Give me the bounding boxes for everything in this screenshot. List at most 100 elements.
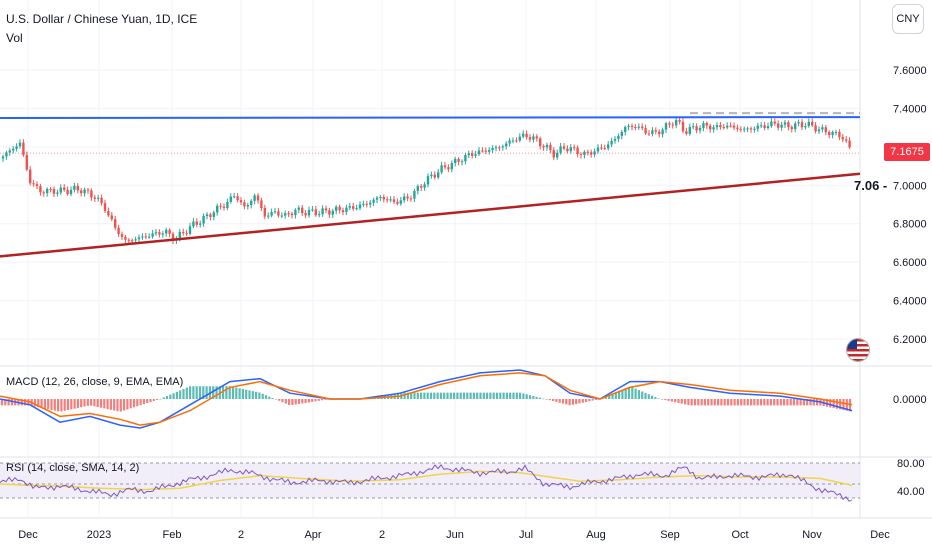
candle-body — [226, 201, 229, 208]
candle-body — [460, 161, 464, 163]
candle-body — [110, 215, 113, 220]
candle-body — [144, 236, 147, 238]
candle-body — [120, 234, 124, 237]
candle-body — [117, 227, 120, 235]
candle-body — [219, 205, 222, 207]
histogram-bar — [512, 392, 515, 399]
histogram-bar — [680, 399, 683, 404]
candle-body — [236, 196, 239, 201]
candle-body — [685, 131, 688, 134]
rsi-tick-label: 40.00 — [897, 486, 925, 498]
histogram-bar — [532, 396, 535, 399]
candle-body — [457, 158, 460, 162]
candle-body — [409, 198, 413, 200]
histogram-bar — [449, 392, 452, 399]
histogram-bar — [149, 399, 152, 403]
x-tick-label: Jun — [446, 529, 464, 541]
histogram-bar — [634, 388, 637, 399]
histogram-bar — [222, 386, 225, 399]
histogram-bar — [420, 392, 423, 399]
candle-body — [328, 210, 331, 215]
histogram-bar — [43, 399, 46, 409]
histogram-bar — [779, 399, 782, 406]
histogram-bar — [499, 392, 502, 399]
histogram-bar — [169, 394, 172, 399]
histogram-bar — [182, 389, 185, 399]
candle-body — [73, 185, 76, 190]
candle-body — [743, 128, 746, 130]
candle-body — [729, 125, 732, 127]
candle-body — [358, 204, 362, 209]
histogram-bar — [291, 399, 294, 405]
candle-body — [542, 146, 545, 148]
candle-body — [114, 219, 117, 228]
candle-body — [260, 200, 263, 209]
candle-body — [464, 155, 467, 162]
candle-body — [263, 208, 266, 217]
currency-button[interactable]: CNY — [892, 4, 924, 34]
histogram-bar — [528, 395, 532, 399]
candle-body — [773, 121, 776, 124]
candle-body — [335, 206, 338, 211]
histogram-bar — [684, 399, 687, 405]
histogram-bar — [654, 397, 657, 399]
candle-body — [491, 147, 494, 151]
candle-body — [165, 229, 168, 234]
histogram-bar — [842, 399, 845, 411]
histogram-bar — [545, 399, 548, 400]
candle-body — [739, 128, 742, 130]
pane-separators — [0, 0, 932, 519]
candle-body — [566, 148, 569, 152]
x-tick-label: Dec — [870, 529, 890, 541]
macd-lines — [0, 369, 853, 429]
support-annotation: 7.06 - — [854, 178, 888, 193]
histogram-bar — [565, 399, 568, 405]
histogram-bar — [720, 399, 723, 406]
candle-body — [569, 147, 572, 152]
candle-body — [80, 190, 83, 194]
candle-body — [423, 184, 426, 188]
candle-body — [736, 127, 739, 129]
candle-body — [841, 137, 844, 140]
candle-body — [314, 209, 317, 216]
histogram-bar — [241, 388, 244, 399]
histogram-bar — [664, 399, 667, 401]
candle-body — [804, 126, 807, 128]
candle-body — [188, 226, 192, 234]
histogram-bar — [466, 392, 469, 399]
candle-body — [641, 126, 644, 129]
histogram-bar — [690, 399, 693, 406]
histogram-bar — [116, 399, 119, 412]
histogram-bar — [146, 399, 149, 404]
candle-body — [168, 229, 171, 234]
candle-body — [250, 200, 253, 206]
candle-body — [270, 212, 273, 216]
candle-body — [790, 127, 793, 130]
candle-body — [474, 154, 477, 156]
candle-body — [647, 133, 651, 135]
candle-body — [426, 176, 430, 185]
candle-body — [182, 231, 185, 234]
candle-body — [154, 232, 158, 234]
macd-legend: MACD (12, 26, close, 9, EMA, EMA) — [6, 376, 184, 388]
candle-body — [318, 214, 321, 216]
candle-body — [433, 174, 436, 178]
candle-body — [35, 184, 39, 187]
histogram-bar — [284, 399, 287, 404]
candle-body — [52, 189, 56, 194]
support-line — [0, 172, 861, 258]
candle-body — [511, 140, 515, 142]
histogram-bar — [806, 399, 809, 406]
candle-body — [124, 236, 127, 240]
candle-body — [634, 127, 637, 129]
histogram-bar — [159, 398, 162, 400]
histogram-bar — [90, 399, 93, 406]
histogram-bar — [426, 392, 429, 399]
y-tick-label: 6.8000 — [893, 219, 927, 231]
candle-body — [515, 140, 518, 142]
candle-body — [103, 203, 107, 211]
candle-body — [732, 125, 736, 128]
candle-body — [22, 142, 25, 155]
us-flag-icon[interactable] — [846, 338, 870, 362]
